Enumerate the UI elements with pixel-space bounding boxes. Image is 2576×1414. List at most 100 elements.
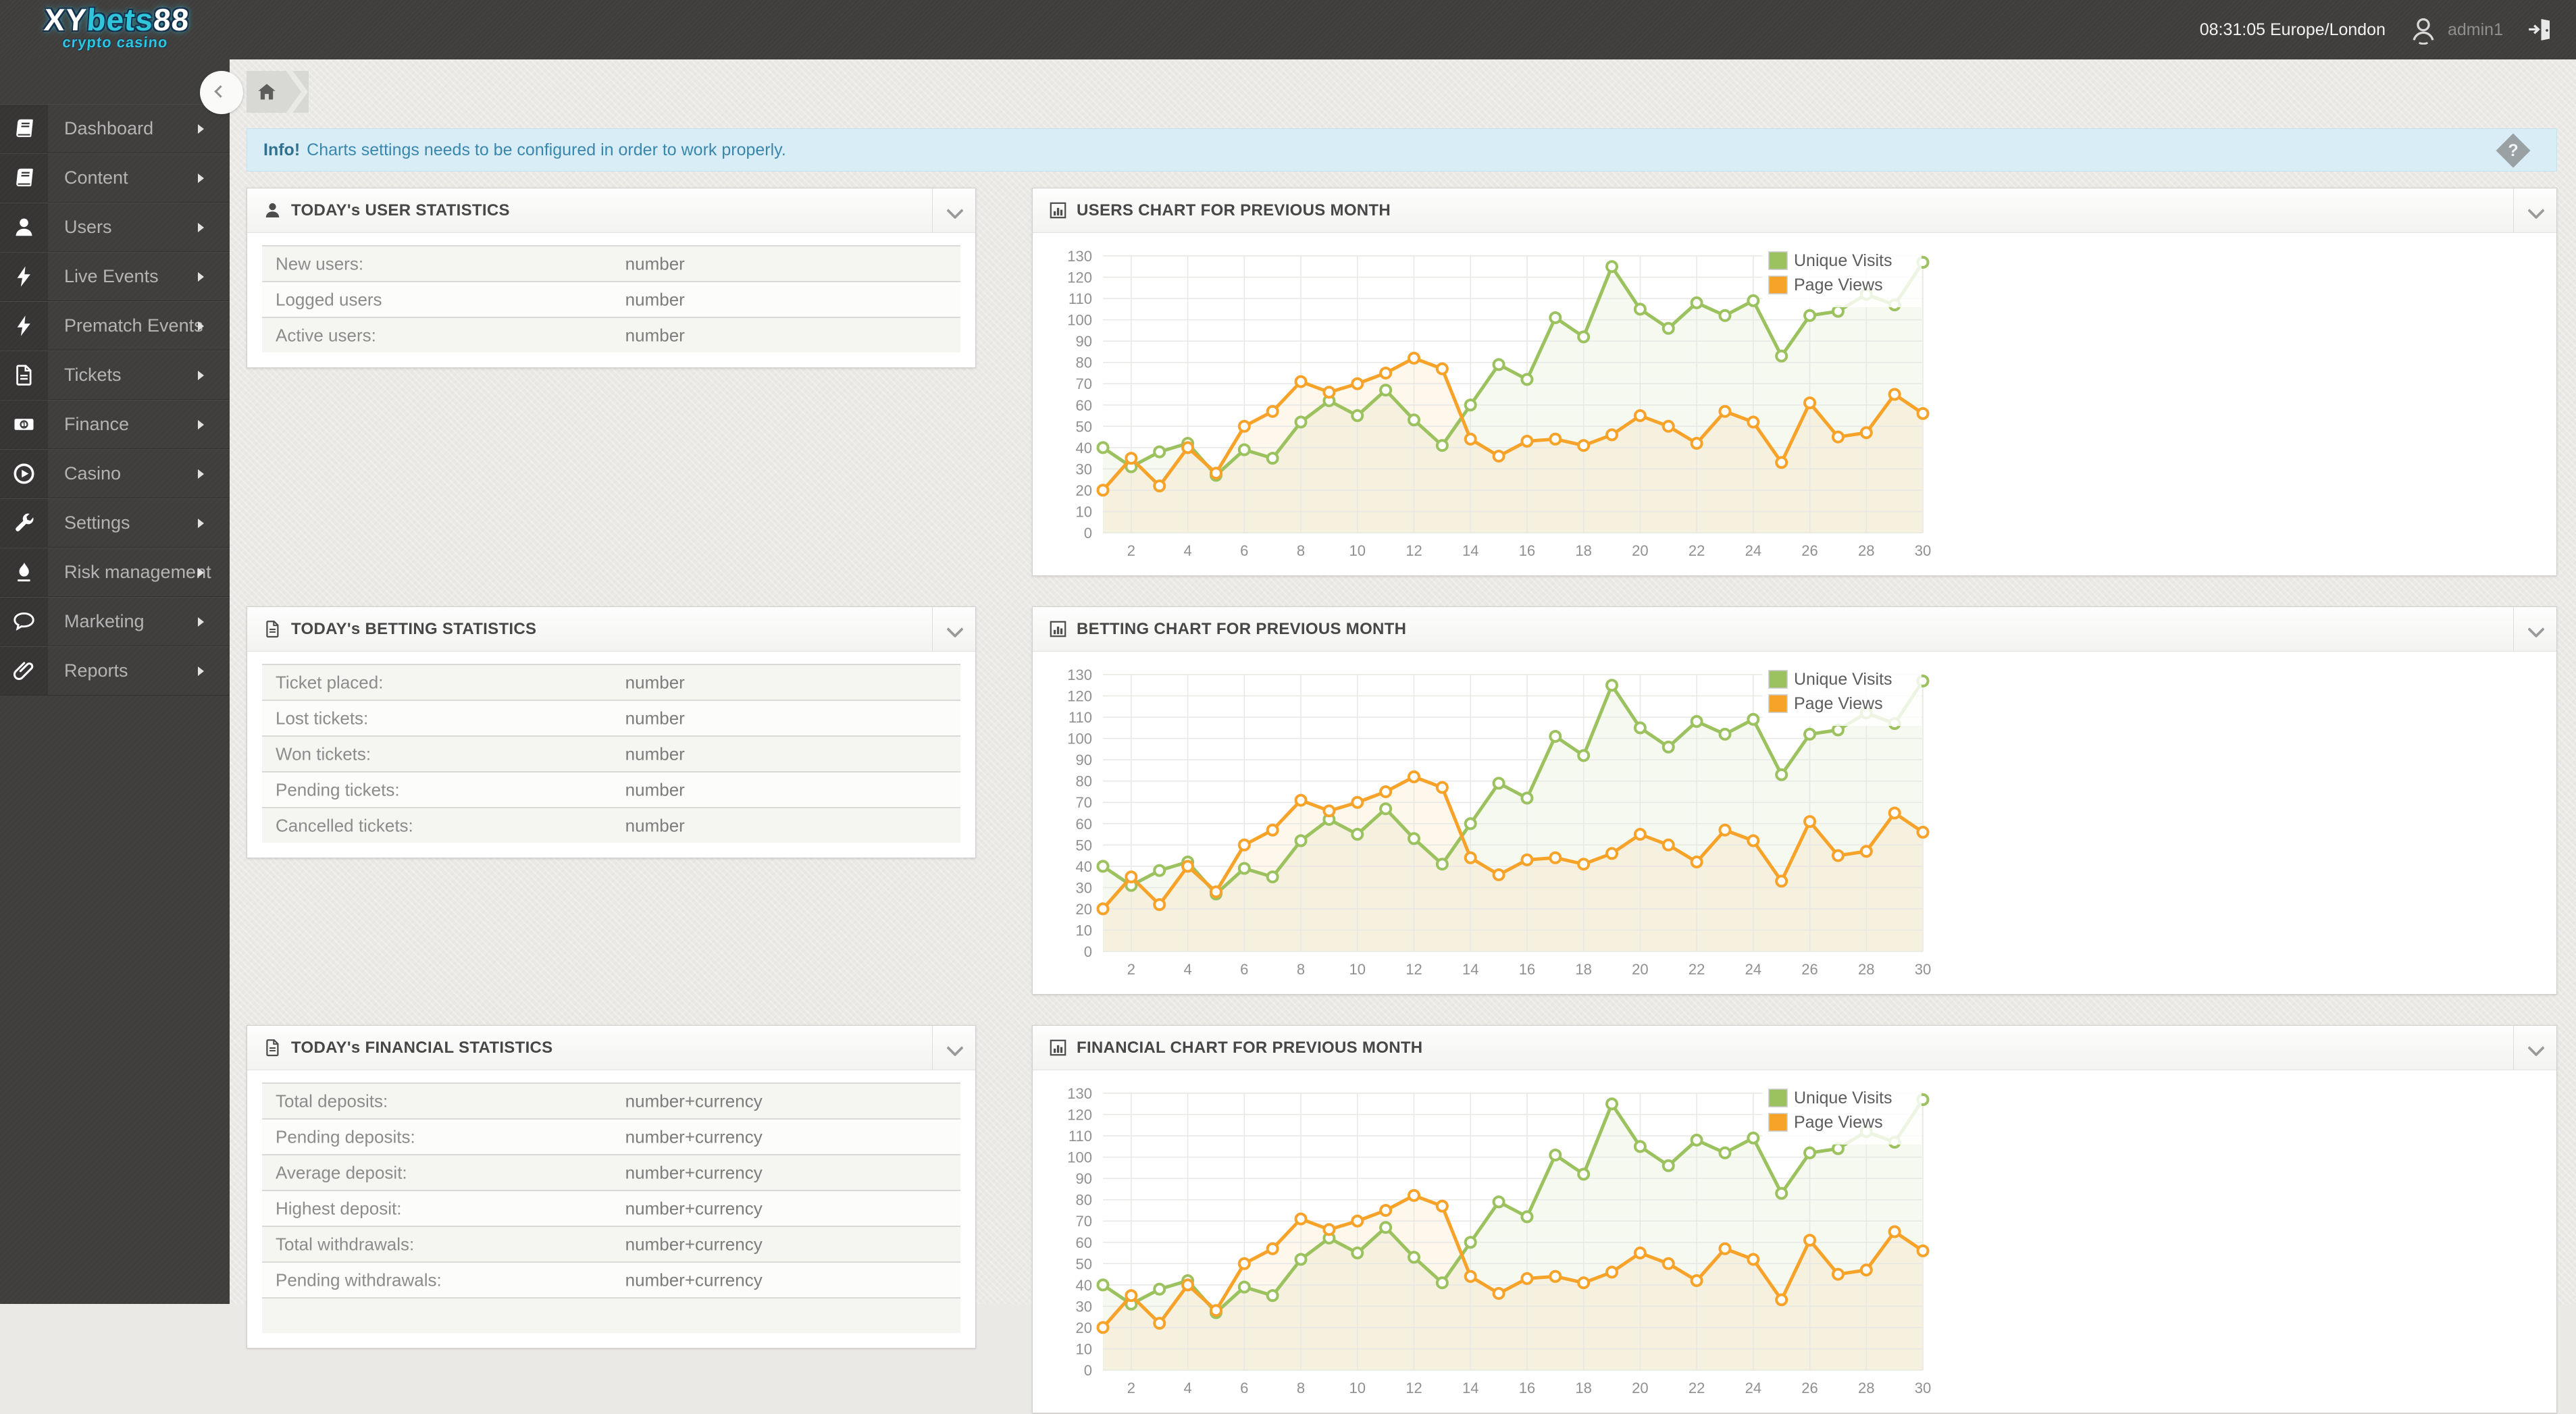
panel-header: TODAY's BETTING STATISTICS [247, 607, 975, 652]
sidebar-item-label: Finance [64, 414, 130, 434]
svg-text:22: 22 [1689, 1380, 1705, 1396]
table-row: Active users: number [262, 317, 960, 352]
svg-text:30: 30 [1915, 1380, 1931, 1396]
stat-value: number [625, 672, 685, 692]
bolt-icon [13, 315, 35, 337]
svg-text:20: 20 [1632, 961, 1648, 978]
svg-text:18: 18 [1575, 542, 1591, 559]
svg-text:28: 28 [1858, 1380, 1874, 1396]
sidebar-collapse-button[interactable] [200, 71, 243, 114]
stat-value: number [625, 253, 685, 273]
svg-text:4: 4 [1183, 1380, 1191, 1396]
sidebar-item-dashboard[interactable]: Dashboard [0, 104, 230, 153]
stat-value: number [625, 815, 685, 835]
bolt-icon [13, 265, 35, 288]
panel-collapse-button[interactable] [932, 1026, 975, 1070]
svg-text:0: 0 [1084, 1362, 1092, 1379]
panel-collapse-button[interactable] [2513, 607, 2556, 652]
svg-text:20: 20 [1076, 1319, 1092, 1336]
chevron-right-icon [198, 567, 204, 577]
svg-text:Page Views: Page Views [1794, 694, 1883, 713]
sidebar-item-prematch-events[interactable]: Prematch Events [0, 301, 230, 350]
panel-collapse-button[interactable] [932, 607, 975, 652]
info-alert-message: Charts settings needs to be configured i… [307, 140, 786, 159]
sidebar-item-risk-management[interactable]: Risk management [0, 548, 230, 597]
svg-text:70: 70 [1076, 375, 1092, 392]
table-row: Pending withdrawals: number+currency [262, 1261, 960, 1297]
svg-text:14: 14 [1462, 1380, 1478, 1396]
svg-text:22: 22 [1689, 961, 1705, 978]
chevron-right-icon [198, 419, 204, 429]
app-logo: XYbets88 crypto casino [34, 2, 199, 51]
svg-text:12: 12 [1406, 542, 1422, 559]
sidebar-item-marketing[interactable]: Marketing [0, 597, 230, 646]
sidebar-item-casino[interactable]: Casino [0, 449, 230, 498]
question-diamond-icon[interactable]: ? [2496, 133, 2531, 168]
svg-text:12: 12 [1406, 961, 1422, 978]
svg-text:130: 130 [1067, 248, 1092, 265]
panel-betting-statistics: TODAY's BETTING STATISTICS Ticket placed… [247, 606, 976, 858]
svg-text:20: 20 [1632, 542, 1648, 559]
panel-header: BETTING CHART FOR PREVIOUS MONTH [1033, 607, 2556, 652]
panel-collapse-button[interactable] [2513, 188, 2556, 233]
sidebar-item-reports[interactable]: Reports [0, 646, 230, 696]
svg-text:50: 50 [1076, 1255, 1092, 1272]
panel-title: FINANCIAL CHART FOR PREVIOUS MONTH [1077, 1038, 1423, 1057]
svg-text:22: 22 [1689, 542, 1705, 559]
svg-text:30: 30 [1915, 542, 1931, 559]
svg-text:26: 26 [1801, 961, 1818, 978]
svg-text:2: 2 [1127, 961, 1135, 978]
svg-text:Unique Visits: Unique Visits [1794, 1089, 1892, 1107]
file-icon [13, 364, 35, 386]
stats-table: Ticket placed: number Lost tickets: numb… [247, 652, 975, 858]
svg-text:4: 4 [1183, 542, 1191, 559]
sidebar-item-users[interactable]: Users [0, 203, 230, 252]
svg-text:80: 80 [1076, 355, 1092, 371]
sidebar-item-live-events[interactable]: Live Events [0, 252, 230, 301]
breadcrumb[interactable] [247, 71, 309, 113]
svg-text:120: 120 [1067, 1107, 1092, 1124]
stat-label: Cancelled tickets: [276, 815, 413, 835]
sidebar-item-tickets[interactable]: Tickets [0, 350, 230, 400]
svg-text:60: 60 [1076, 397, 1092, 414]
sidebar-item-content[interactable]: Content [0, 153, 230, 203]
svg-text:100: 100 [1067, 1149, 1092, 1166]
stat-value: number [625, 289, 685, 309]
comment-icon [13, 610, 35, 633]
chevron-right-icon [198, 617, 204, 627]
svg-text:Unique Visits: Unique Visits [1794, 251, 1892, 270]
panel-header: TODAY's FINANCIAL STATISTICS [247, 1026, 975, 1070]
sidebar-item-settings[interactable]: Settings [0, 498, 230, 548]
user-icon [13, 216, 35, 238]
svg-text:20: 20 [1632, 1380, 1648, 1396]
paperclip-icon [13, 660, 35, 682]
wrench-icon [13, 512, 35, 534]
panel-collapse-button[interactable] [932, 188, 975, 233]
sidebar-item-finance[interactable]: Finance [0, 400, 230, 449]
stat-label: Ticket placed: [276, 672, 384, 692]
logout-door-icon[interactable] [2526, 16, 2553, 43]
chevron-right-icon [198, 173, 204, 183]
chevron-right-icon [198, 222, 204, 232]
chart-area: 0 10 20 30 40 50 60 70 80 90 100 110 120 130 2 4 6 8 10 12 1… [1033, 1070, 2556, 1414]
svg-text:4: 4 [1183, 961, 1191, 978]
bar-chart-icon [1049, 201, 1067, 219]
svg-text:24: 24 [1745, 1380, 1761, 1396]
stat-value: number [625, 743, 685, 764]
svg-text:10: 10 [1076, 922, 1092, 939]
svg-text:10: 10 [1076, 1340, 1092, 1357]
svg-text:90: 90 [1076, 1170, 1092, 1187]
panel-collapse-button[interactable] [2513, 1026, 2556, 1070]
user-menu[interactable]: admin1 [2408, 15, 2503, 45]
panel-title: TODAY's BETTING STATISTICS [291, 619, 537, 638]
svg-text:30: 30 [1915, 961, 1931, 978]
stats-table: Total deposits: number+currency Pending … [247, 1070, 975, 1348]
sidebar: Dashboard Content Users Live Events Prem… [0, 59, 230, 1304]
chevron-right-icon [198, 370, 204, 380]
table-row [262, 1297, 960, 1333]
svg-text:8: 8 [1297, 1380, 1305, 1396]
svg-text:40: 40 [1076, 440, 1092, 456]
stat-label: Won tickets: [276, 743, 371, 764]
stat-label: Lost tickets: [276, 708, 369, 728]
panel-users-chart: USERS CHART FOR PREVIOUS MONTH 0 10 20 30 40… [1032, 188, 2557, 576]
